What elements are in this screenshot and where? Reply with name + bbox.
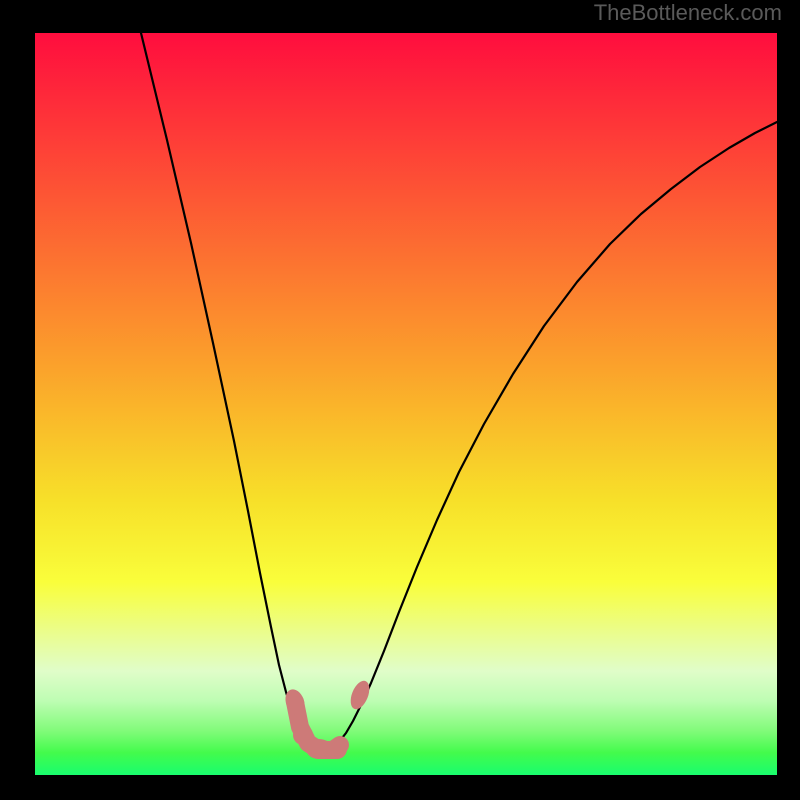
watermark-text: TheBottleneck.com <box>594 0 782 26</box>
chart-stage: TheBottleneck.com <box>0 0 800 800</box>
v-curve <box>141 33 777 751</box>
plot-area <box>35 33 777 775</box>
curve-layer <box>35 33 777 775</box>
blob-marker <box>347 678 373 712</box>
blob-marker <box>327 739 347 759</box>
blob-markers <box>282 678 373 759</box>
